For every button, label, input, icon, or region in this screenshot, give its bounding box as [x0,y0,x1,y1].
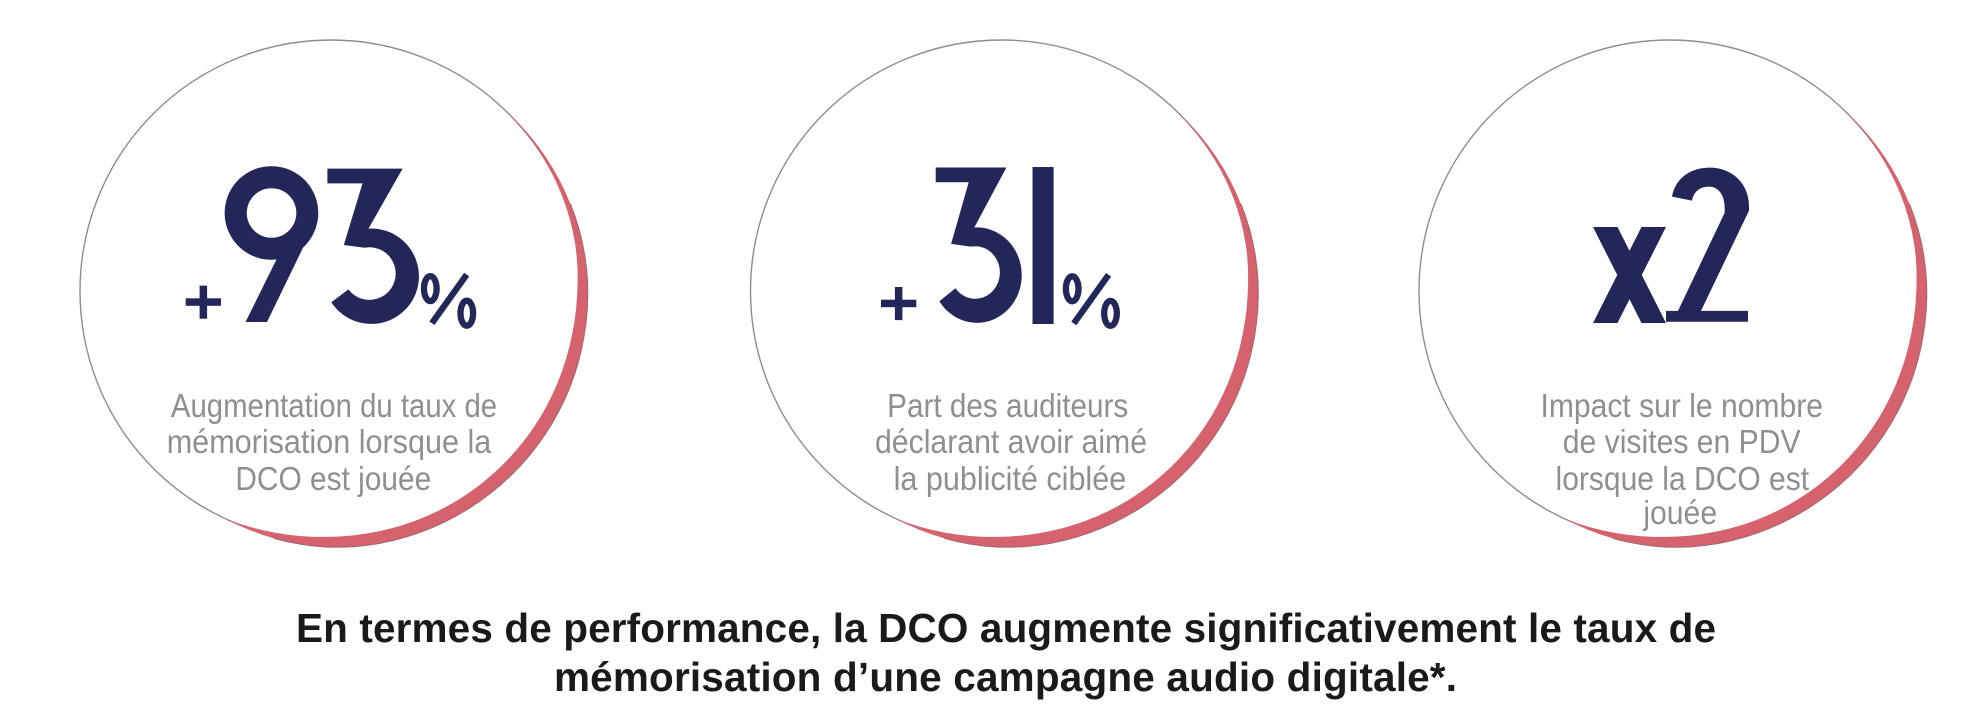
svg-text:lorsque la DCO est: lorsque la DCO est [1556,459,1810,497]
svg-text:de visites en PDV: de visites en PDV [1563,423,1802,461]
svg-text:Part des auditeurs: Part des auditeurs [887,386,1128,424]
svg-text:la publicité ciblée: la publicité ciblée [894,460,1127,498]
svg-text:mémorisation lorsque la: mémorisation lorsque la [167,423,492,461]
svg-text:DCO est jouée: DCO est jouée [235,459,431,497]
svg-text:jouée: jouée [1642,494,1717,532]
svg-text:déclarant avoir aimé: déclarant avoir aimé [875,423,1147,461]
svg-text:Impact sur le nombre: Impact sur le nombre [1540,386,1822,424]
svg-text:Augmentation du taux de: Augmentation du taux de [171,386,497,424]
svg-text:En termes de performance, la D: En termes de performance, la DCO augment… [296,605,1716,651]
svg-text:mémorisation d’une campagne au: mémorisation d’une campagne audio digita… [554,654,1457,700]
